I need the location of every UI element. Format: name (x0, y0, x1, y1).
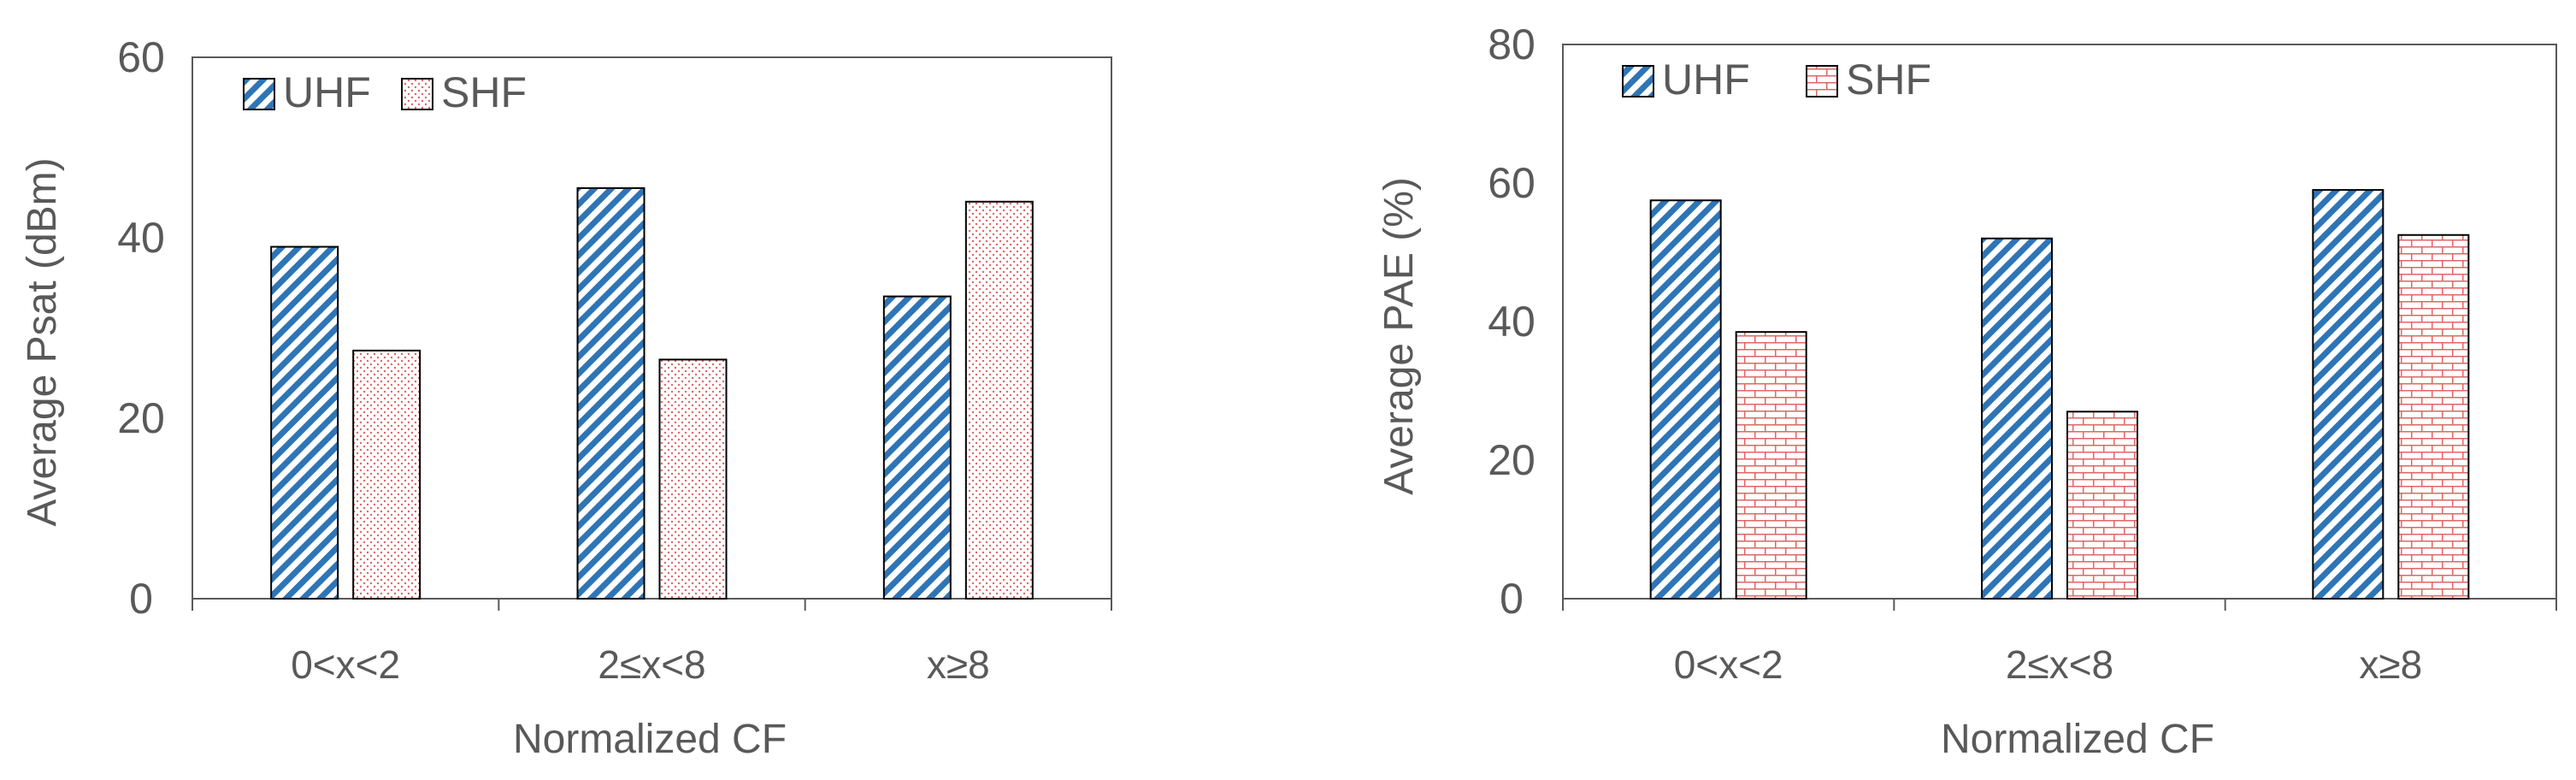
chart2-y-tick-label: 60 (1488, 159, 1536, 207)
chart1-legend-swatch-shf (401, 78, 433, 110)
chart1-y-tick-label: 60 (117, 33, 165, 81)
chart2-plot-area (1562, 44, 2557, 600)
chart1-legend-swatch-uhf (243, 78, 275, 110)
chart2-bar-shf (2066, 411, 2138, 600)
chart1-y-tick-label: 40 (117, 214, 165, 262)
chart2-category-label: 0<x<2 (1674, 642, 1783, 687)
chart2-bar-shf (2397, 233, 2470, 600)
chart1-bar-shf (658, 358, 728, 600)
chart2-bar-uhf (2312, 189, 2384, 600)
chart1-category-label: x≥8 (927, 642, 990, 687)
chart1-y-tick-label: 0 (129, 575, 153, 623)
chart2-y-axis-title: Average PAE (%) (1376, 177, 1422, 495)
chart2-legend-label-uhf: UHF (1662, 56, 1750, 103)
chart2-category-label: 2≤x<8 (2006, 642, 2113, 687)
chart2-legend-swatch-shf (1806, 65, 1838, 98)
chart1-bar-uhf (270, 245, 339, 600)
chart1-y-tick-label: 20 (117, 394, 165, 442)
chart2-bar-uhf (1649, 199, 1722, 600)
chart2-category-label: x≥8 (2359, 642, 2422, 687)
chart2-y-tick-label: 40 (1488, 298, 1536, 346)
chart2-y-tick-label: 80 (1488, 21, 1536, 68)
chart1-legend-label-uhf: UHF (283, 68, 371, 116)
chart1-category-label: 2≤x<8 (598, 642, 705, 687)
chart2-legend-swatch-uhf (1622, 65, 1654, 98)
chart1-plot-area (192, 56, 1112, 600)
chart2-x-axis-title: Normalized CF (1941, 717, 2214, 762)
chart1-y-axis-title: Average Psat (dBm) (20, 157, 65, 526)
chart2-y-tick-label: 20 (1488, 436, 1536, 484)
chart1-bar-uhf (576, 186, 645, 600)
chart2-y-tick-label: 0 (1500, 575, 1524, 623)
chart2-legend-label-shf: SHF (1846, 56, 1931, 103)
chart1-bar-uhf (882, 295, 952, 600)
chart1-legend-label-shf: SHF (441, 68, 527, 116)
chart1-bar-shf (352, 349, 421, 600)
chart1-x-axis-title: Normalized CF (513, 717, 787, 762)
chart1-category-label: 0<x<2 (291, 642, 400, 687)
chart2-bar-shf (1735, 331, 1807, 600)
chart1-bar-shf (964, 200, 1034, 600)
chart2-bar-uhf (1981, 237, 2053, 600)
